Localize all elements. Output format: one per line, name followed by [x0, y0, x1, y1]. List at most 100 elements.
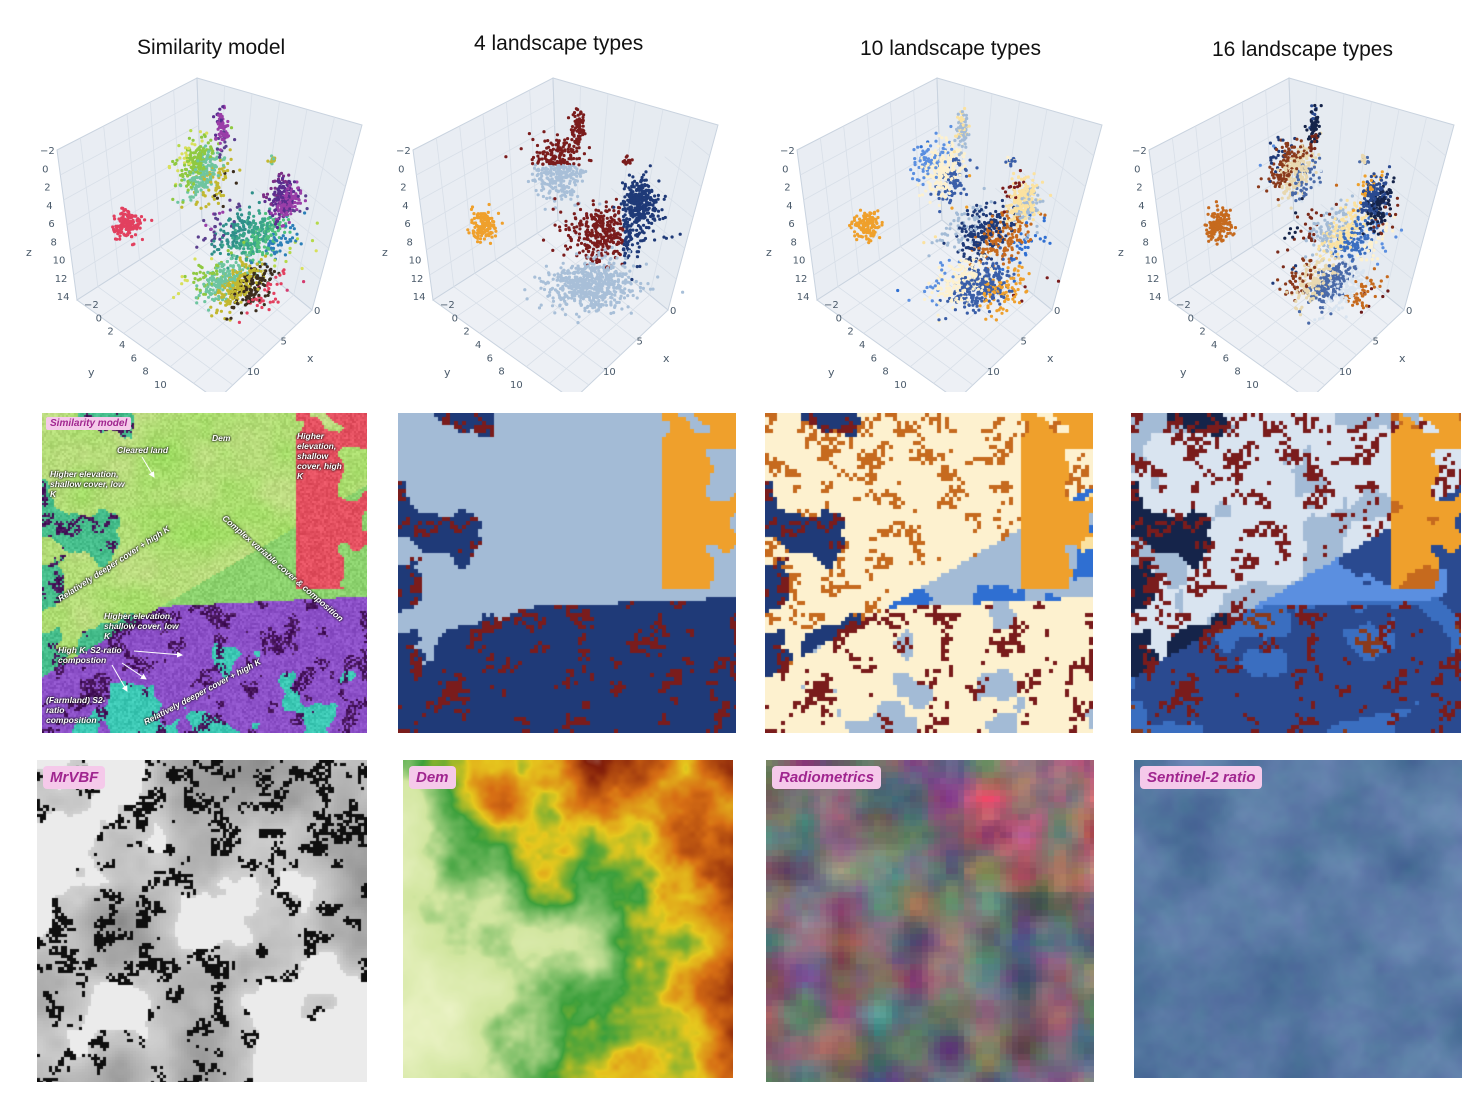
- z-tick-label: 8: [51, 237, 57, 248]
- x-tick-label: 10: [603, 367, 616, 378]
- x-axis-label: x: [663, 352, 670, 365]
- annotation-dem: Dem: [212, 433, 231, 443]
- x-tick-label: 0: [670, 306, 676, 317]
- radiometrics-badge: Radiometrics: [772, 766, 882, 789]
- x-axis-label: x: [307, 352, 314, 365]
- map-4-types-canvas: [398, 413, 736, 733]
- y-tick-label: 4: [119, 340, 125, 351]
- y-tick-label: −2: [84, 300, 99, 311]
- z-tick-label: 6: [48, 219, 54, 230]
- z-tick-label: 2: [1136, 183, 1142, 194]
- dem-badge: Dem: [409, 766, 456, 789]
- y-tick-label: 10: [1246, 380, 1259, 391]
- z-tick-label: 8: [407, 237, 413, 248]
- z-tick-label: 2: [784, 183, 790, 194]
- z-tick-label: 0: [782, 164, 788, 175]
- dem-canvas: [403, 760, 733, 1078]
- y-tick-label: 4: [859, 340, 865, 351]
- raster-radiometrics: Radiometrics: [766, 760, 1094, 1082]
- z-tick-label: 8: [1143, 237, 1149, 248]
- y-tick-label: 6: [487, 353, 493, 364]
- grid-lines: [800, 85, 1094, 386]
- z-tick-label: 6: [1140, 219, 1146, 230]
- mrvbf-badge: MrVBF: [43, 766, 106, 789]
- z-tick-label: 6: [788, 219, 794, 230]
- y-tick-label: −2: [1176, 300, 1191, 311]
- scatter3d-4-types[interactable]: −2 0 2 4 6 8 10 12 14 z −2 0 2 4 6 8 10 y 0 5 10 x: [378, 70, 728, 392]
- scatter3d-similarity[interactable]: −2 0 2 4 6 8 10 12 14 z −2 0 2 4 6 8 10 y 0 5 10 x: [22, 70, 372, 392]
- z-axis-label: z: [1118, 246, 1124, 259]
- y-tick-label: 10: [510, 380, 523, 391]
- z-axis-label: z: [766, 246, 772, 259]
- z-tick-label: 4: [1138, 201, 1144, 212]
- z-tick-label: 10: [1145, 256, 1158, 267]
- y-tick-label: 2: [463, 327, 469, 338]
- y-tick-label: 0: [96, 313, 102, 324]
- y-tick-label: 4: [1211, 340, 1217, 351]
- raster-dem: Dem: [403, 760, 733, 1078]
- x-tick-label: 0: [314, 306, 320, 317]
- x-tick-label: 5: [1021, 337, 1027, 348]
- mrvbf-canvas: [37, 760, 367, 1082]
- scatter-points: [1203, 103, 1404, 325]
- z-tick-label: −2: [1132, 146, 1147, 157]
- map-similarity-model: Similarity model Cleared land Dem Higher…: [42, 413, 367, 733]
- annotation-higher-elev-mid: Higher elevation, shallow cover, low K: [104, 611, 179, 641]
- annotation-high-k: High K, S2-ratio compostion: [58, 645, 122, 665]
- sentinel2-canvas: [1134, 760, 1462, 1078]
- y-tick-label: 8: [142, 367, 148, 378]
- z-axis-label: z: [26, 246, 32, 259]
- z-tick-label: 14: [413, 292, 426, 303]
- y-tick-label: 8: [1234, 367, 1240, 378]
- map-16-types-canvas: [1131, 413, 1461, 733]
- y-tick-label: 8: [882, 367, 888, 378]
- x-tick-label: 10: [247, 367, 260, 378]
- x-tick-label: 10: [1339, 367, 1352, 378]
- z-tick-label: −2: [780, 146, 795, 157]
- raster-sentinel2-ratio: Sentinel-2 ratio: [1134, 760, 1462, 1078]
- z-tick-label: 0: [1134, 164, 1140, 175]
- x-tick-label: 5: [637, 337, 643, 348]
- y-tick-label: 6: [871, 353, 877, 364]
- y-tick-label: 0: [836, 313, 842, 324]
- z-tick-label: −2: [396, 146, 411, 157]
- y-axis-label: y: [828, 366, 835, 379]
- x-tick-label: 5: [281, 337, 287, 348]
- scatter-points: [111, 104, 319, 324]
- column-title-4-types: 4 landscape types: [474, 32, 644, 55]
- z-tick-label: 2: [400, 183, 406, 194]
- z-tick-label: 2: [44, 183, 50, 194]
- y-tick-label: 0: [1188, 313, 1194, 324]
- z-tick-label: 4: [402, 201, 408, 212]
- annotation-higher-elev-left: Higher elevation, shallow cover, low K: [50, 469, 125, 499]
- y-tick-label: 2: [847, 327, 853, 338]
- y-tick-label: −2: [440, 300, 455, 311]
- z-tick-label: 12: [411, 274, 424, 285]
- x-tick-label: 10: [987, 367, 1000, 378]
- y-axis-label: y: [444, 366, 451, 379]
- map-10-types-canvas: [765, 413, 1093, 733]
- y-tick-label: 6: [1223, 353, 1229, 364]
- x-tick-label: 5: [1373, 337, 1379, 348]
- similarity-map-badge: Similarity model: [46, 417, 132, 430]
- y-axis-label: y: [1180, 366, 1187, 379]
- y-tick-label: 10: [894, 380, 907, 391]
- z-tick-label: 10: [793, 256, 806, 267]
- x-axis-label: x: [1047, 352, 1054, 365]
- scatter3d-16-types[interactable]: −2 0 2 4 6 8 10 12 14 z −2 0 2 4 6 8 10 y 0 5 10 x: [1114, 70, 1464, 392]
- y-tick-label: 8: [498, 367, 504, 378]
- z-tick-label: 4: [786, 201, 792, 212]
- y-tick-label: 4: [475, 340, 481, 351]
- z-tick-label: 10: [409, 256, 422, 267]
- z-tick-label: −2: [40, 146, 55, 157]
- z-tick-label: 12: [1147, 274, 1160, 285]
- annotation-cleared-land: Cleared land: [117, 445, 169, 455]
- z-tick-label: 0: [398, 164, 404, 175]
- z-tick-label: 4: [46, 201, 52, 212]
- map-16-types: [1131, 413, 1461, 733]
- annotation-higher-elev-right: Higher elevation, shallow cover, high K: [297, 431, 342, 481]
- raster-mrvbf: MrVBF: [37, 760, 367, 1082]
- scatter3d-10-types[interactable]: −2 0 2 4 6 8 10 12 14 z −2 0 2 4 6 8 10 y 0 5 10 x: [762, 70, 1112, 392]
- y-tick-label: −2: [824, 300, 839, 311]
